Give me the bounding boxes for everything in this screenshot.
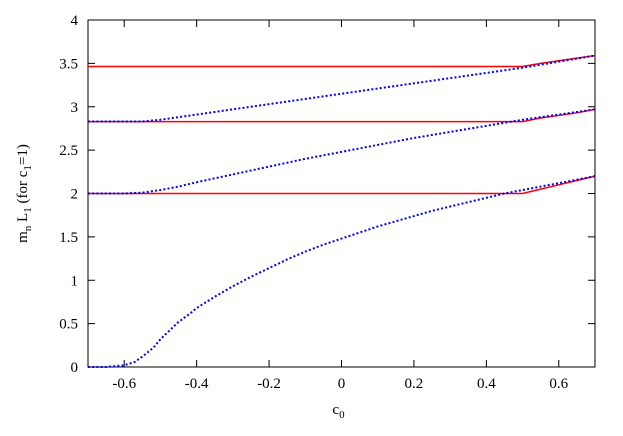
y-axis-label-sub: n [22, 225, 34, 231]
y-tick-label: 1 [71, 273, 79, 289]
series-line-dotted [88, 108, 596, 195]
series-line-solid [88, 175, 596, 195]
y-tick-label: 4 [71, 13, 79, 29]
y-axis-label-part: =1) [15, 144, 31, 165]
y-axis-label-part: L [15, 213, 31, 226]
x-tick-label: 0 [338, 376, 346, 392]
tick-labels: -0.6 -0.4 -0.2 0 0.2 0.4 0.6 0 0.5 1 1.5 2 2.5 3 3.5 4 [59, 13, 568, 392]
y-axis-label-part: (for c [15, 170, 31, 207]
x-tick-label: -0.2 [257, 376, 281, 392]
y-tick-label: 3 [71, 100, 79, 116]
y-axis-label: mn L1 (for c1=1) [15, 144, 34, 243]
series-line-solid [88, 108, 596, 123]
series-line-solid [88, 54, 596, 68]
y-tick-label: 0 [71, 360, 79, 376]
x-tick-label: -0.6 [112, 376, 136, 392]
x-axis-label-base: c [332, 402, 339, 418]
x-tick-label: 0.2 [405, 376, 424, 392]
y-tick-label: 3.5 [59, 56, 78, 72]
x-tick-label: 0.4 [477, 376, 496, 392]
y-axis-label-part: m [15, 231, 31, 243]
series-line-dotted [88, 175, 596, 368]
x-axis-label-sub: 0 [339, 409, 345, 421]
y-tick-label: 0.5 [59, 317, 78, 333]
y-tick-label: 1.5 [59, 230, 78, 246]
y-axis-label-sub: 1 [22, 165, 34, 171]
y-tick-label: 2.5 [59, 143, 78, 159]
series-group [88, 54, 596, 368]
series-line-dotted [88, 54, 596, 123]
y-axis-label-sub: 1 [22, 207, 34, 213]
x-tick-label: 0.6 [549, 376, 568, 392]
x-tick-label: -0.4 [185, 376, 209, 392]
x-axis-label: c0 [332, 402, 345, 421]
y-tick-label: 2 [71, 187, 79, 203]
tick-marks [88, 19, 595, 368]
